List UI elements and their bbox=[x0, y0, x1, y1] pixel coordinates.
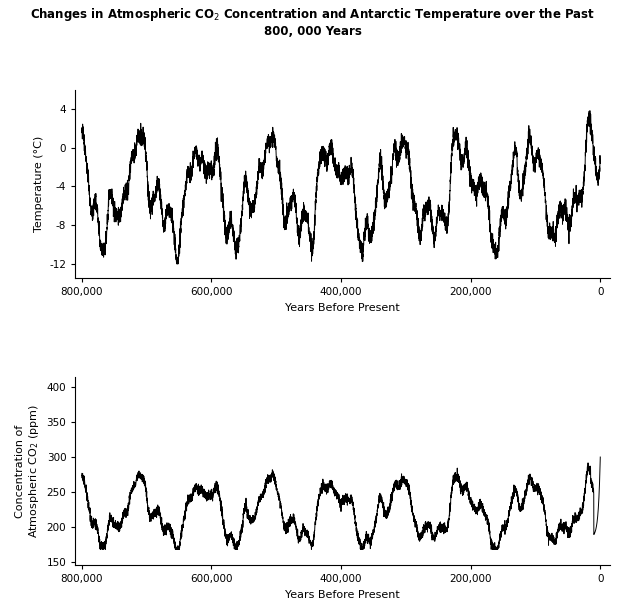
Text: Changes in Atmospheric CO$_2$ Concentration and Antarctic Temperature over the P: Changes in Atmospheric CO$_2$ Concentrat… bbox=[30, 6, 595, 38]
Y-axis label: Temperature (°C): Temperature (°C) bbox=[34, 136, 44, 232]
Y-axis label: Concentration of
Atmospheric CO$_2$ (ppm): Concentration of Atmospheric CO$_2$ (ppm… bbox=[15, 404, 41, 538]
X-axis label: Years Before Present: Years Before Present bbox=[285, 590, 400, 600]
X-axis label: Years Before Present: Years Before Present bbox=[285, 303, 400, 313]
